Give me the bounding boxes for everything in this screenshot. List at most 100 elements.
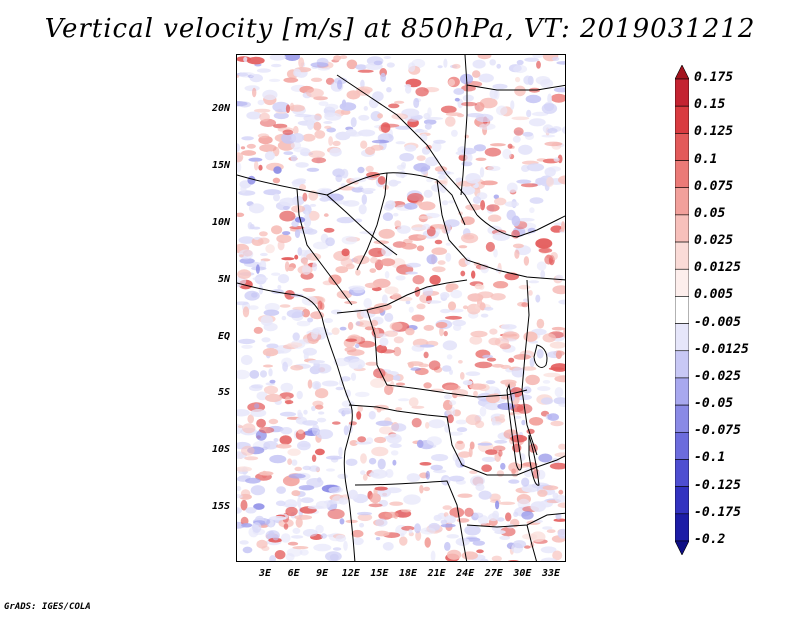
upward-motion-patch	[514, 249, 520, 259]
upward-motion-patch	[424, 537, 431, 548]
upward-motion-patch	[544, 254, 554, 265]
downward-motion-patch	[431, 454, 449, 462]
downward-motion-patch	[391, 423, 407, 432]
downward-motion-patch	[465, 371, 481, 377]
downward-motion-patch	[239, 540, 249, 545]
upward-motion-patch	[290, 364, 304, 371]
upward-motion-patch	[272, 177, 281, 184]
downward-motion-patch	[302, 529, 318, 537]
upward-motion-patch	[283, 523, 289, 530]
downward-motion-patch	[280, 382, 294, 393]
upward-motion-patch	[485, 449, 498, 455]
downward-motion-patch	[324, 188, 332, 193]
downward-motion-patch	[245, 507, 257, 514]
upward-motion-patch	[486, 357, 497, 362]
upward-motion-patch	[380, 349, 395, 354]
upward-motion-patch	[259, 144, 277, 153]
upward-motion-patch	[537, 489, 548, 497]
upward-motion-patch	[282, 129, 294, 136]
colorbar-segment	[675, 296, 689, 324]
downward-motion-patch	[496, 517, 505, 522]
upward-motion-patch	[357, 436, 367, 443]
downward-motion-patch	[477, 442, 493, 446]
upward-motion-patch	[561, 221, 565, 233]
colorbar-segment	[675, 404, 689, 433]
downward-motion-patch	[425, 300, 442, 304]
downward-motion-patch	[269, 55, 286, 61]
upward-motion-patch	[529, 417, 544, 426]
upward-motion-patch	[474, 283, 483, 290]
upward-motion-patch	[419, 484, 424, 494]
downward-motion-patch	[428, 419, 446, 429]
downward-motion-patch	[456, 427, 468, 433]
upward-motion-patch	[484, 147, 502, 157]
downward-motion-patch	[422, 223, 431, 230]
upward-motion-patch	[389, 322, 403, 331]
upward-motion-patch	[418, 201, 436, 211]
downward-motion-patch	[492, 83, 508, 90]
upward-motion-patch	[528, 290, 533, 296]
upward-motion-patch	[331, 327, 340, 335]
upward-motion-patch	[499, 414, 505, 419]
colorbar-tick-label: 0.05	[694, 205, 726, 221]
lat-tick-label: EQ	[217, 331, 230, 342]
downward-motion-patch	[370, 469, 388, 479]
upward-motion-patch	[411, 417, 422, 428]
downward-motion-patch	[356, 321, 361, 326]
upward-motion-patch	[477, 291, 494, 299]
downward-motion-patch	[375, 518, 388, 527]
downward-motion-patch	[277, 274, 290, 284]
upward-motion-patch	[465, 414, 481, 426]
upward-motion-patch	[523, 331, 538, 342]
upward-motion-patch	[469, 383, 487, 390]
downward-motion-patch	[461, 161, 473, 167]
downward-motion-patch	[264, 302, 280, 312]
lat-tick-label: 20N	[211, 103, 230, 114]
upward-motion-patch	[464, 134, 469, 139]
lon-tick-label: 21E	[427, 568, 446, 579]
downward-motion-patch	[279, 197, 297, 207]
upward-motion-patch	[306, 88, 324, 98]
lon-tick-label: 12E	[341, 568, 360, 579]
upward-motion-patch	[327, 508, 345, 520]
upward-motion-patch	[538, 248, 553, 253]
downward-motion-patch	[282, 205, 290, 210]
downward-motion-patch	[325, 551, 342, 561]
downward-motion-patch	[491, 416, 496, 426]
upward-motion-patch	[491, 555, 502, 561]
downward-motion-patch	[392, 375, 401, 381]
downward-motion-patch	[479, 558, 489, 561]
upward-motion-patch	[480, 180, 498, 186]
downward-motion-patch	[437, 65, 443, 69]
downward-motion-patch	[554, 494, 565, 503]
upward-motion-patch	[469, 441, 475, 450]
upward-motion-patch	[374, 436, 387, 444]
upward-motion-patch	[301, 308, 310, 318]
downward-motion-patch	[343, 540, 348, 551]
upward-motion-patch	[237, 152, 244, 163]
lon-tick-label: 24E	[456, 568, 475, 579]
downward-motion-patch	[547, 413, 559, 421]
upward-motion-patch	[379, 426, 393, 435]
downward-motion-patch	[260, 370, 267, 378]
lon-tick-label: 30E	[513, 568, 532, 579]
downward-motion-patch	[435, 227, 441, 235]
downward-motion-patch	[493, 248, 498, 258]
upward-motion-patch	[317, 300, 323, 310]
downward-motion-patch	[363, 106, 368, 111]
upward-motion-patch	[346, 59, 358, 70]
upward-motion-patch	[332, 421, 341, 425]
lon-tick-label: 9E	[316, 568, 329, 579]
downward-motion-patch	[297, 247, 303, 256]
downward-motion-patch	[338, 497, 349, 505]
upward-motion-patch	[377, 176, 386, 185]
downward-motion-patch	[386, 433, 402, 444]
upward-motion-patch	[256, 418, 266, 428]
downward-motion-patch	[284, 55, 301, 61]
downward-motion-patch	[341, 235, 358, 245]
upward-motion-patch	[458, 451, 472, 458]
upward-motion-patch	[344, 346, 357, 353]
upward-motion-patch	[346, 90, 361, 100]
upward-motion-patch	[521, 366, 537, 371]
downward-motion-patch	[263, 309, 280, 316]
